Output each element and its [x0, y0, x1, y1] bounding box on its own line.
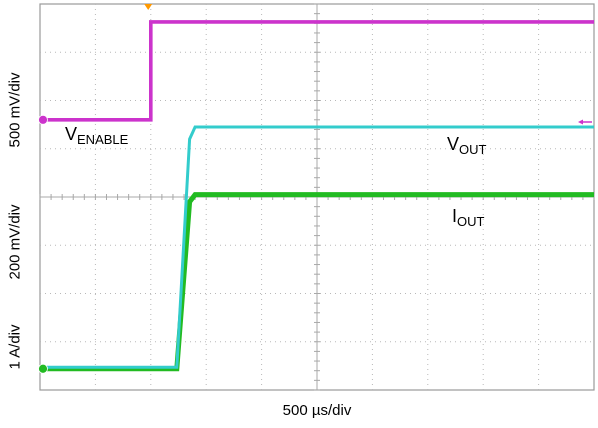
trace-vout: [40, 125, 594, 369]
right-edge-marker-head: [578, 119, 583, 125]
trace-label-vout: VOUT: [447, 134, 487, 157]
x-axis-label: 500 µs/div: [282, 402, 352, 419]
trace-label-venable: VENABLE: [65, 124, 129, 147]
trace-label-main: V: [65, 124, 77, 144]
y-axis-label-mv500: 500 mV/div: [6, 72, 24, 148]
channel-marker-ch2: [38, 363, 48, 374]
trace-label-sub: ENABLE: [77, 132, 129, 147]
y-axis-label-mv200: 200 mV/div: [6, 204, 24, 280]
y-axis-label-amps: 1 A/div: [6, 324, 24, 370]
trace-label-sub: OUT: [459, 142, 487, 157]
trace-venable: [40, 20, 594, 122]
channel-marker-ch1: [38, 114, 48, 125]
trace-label-iout: IOUT: [452, 206, 485, 229]
trigger-marker: [144, 4, 153, 10]
trace-label-main: V: [447, 134, 459, 154]
trace-label-sub: OUT: [457, 214, 485, 229]
trace-label-main: I: [452, 206, 457, 226]
traces: [40, 20, 594, 372]
markers: [38, 4, 592, 374]
